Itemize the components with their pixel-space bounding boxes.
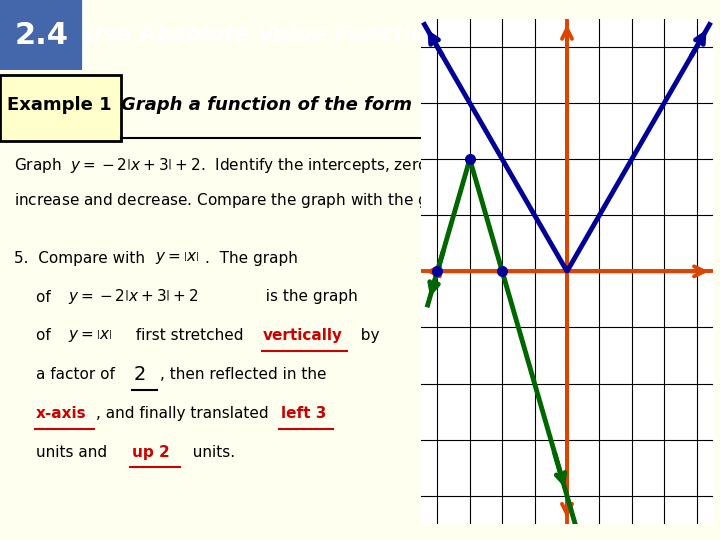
Text: $y = -2\left|x + 3\right| + 2$: $y = -2\left|x + 3\right| + 2$ — [68, 287, 199, 307]
Text: units.: units. — [183, 445, 235, 460]
Text: $y = \left|x\right|$: $y = \left|x\right|$ — [68, 328, 112, 344]
Text: Example 1: Example 1 — [7, 96, 112, 114]
Text: Graph a function of the form: Graph a function of the form — [121, 96, 412, 114]
Text: of: of — [36, 328, 60, 343]
Text: units and: units and — [36, 445, 117, 460]
Text: first stretched: first stretched — [126, 328, 253, 343]
Text: , and finally translated: , and finally translated — [96, 406, 279, 421]
Text: Use Absolute Value Functions and Transformations: Use Absolute Value Functions and Transfo… — [85, 25, 720, 45]
Text: of: of — [36, 289, 60, 305]
Text: a factor of: a factor of — [36, 367, 125, 382]
Text: $y = \left|x\right|$: $y = \left|x\right|$ — [155, 250, 199, 266]
Text: $\mathit{2}$: $\mathit{2}$ — [133, 365, 145, 384]
Text: by: by — [351, 328, 380, 343]
Text: Graph  $y = -2\left|x + 3\right| + 2$.  Identify the intercepts, zeros, and inte: Graph $y = -2\left|x + 3\right| + 2$. Id… — [14, 156, 567, 175]
FancyBboxPatch shape — [0, 0, 83, 70]
Text: , then reflected in the: , then reflected in the — [160, 367, 326, 382]
Text: up 2: up 2 — [132, 445, 169, 460]
Text: is the graph: is the graph — [256, 289, 357, 305]
Text: .  The graph: . The graph — [205, 251, 298, 266]
Text: 5.  Compare with: 5. Compare with — [14, 251, 155, 266]
Text: $y = a\left|x - h\right| + k.$: $y = a\left|x - h\right| + k.$ — [486, 93, 633, 117]
Text: vertically: vertically — [263, 328, 343, 343]
Text: increase and decrease. Compare the graph with the graph $y = \left|x\right|$.: increase and decrease. Compare the graph… — [14, 191, 515, 210]
Text: 2.4: 2.4 — [15, 21, 69, 50]
FancyBboxPatch shape — [0, 76, 121, 140]
Text: x-axis: x-axis — [36, 406, 86, 421]
Text: left 3: left 3 — [281, 406, 326, 421]
